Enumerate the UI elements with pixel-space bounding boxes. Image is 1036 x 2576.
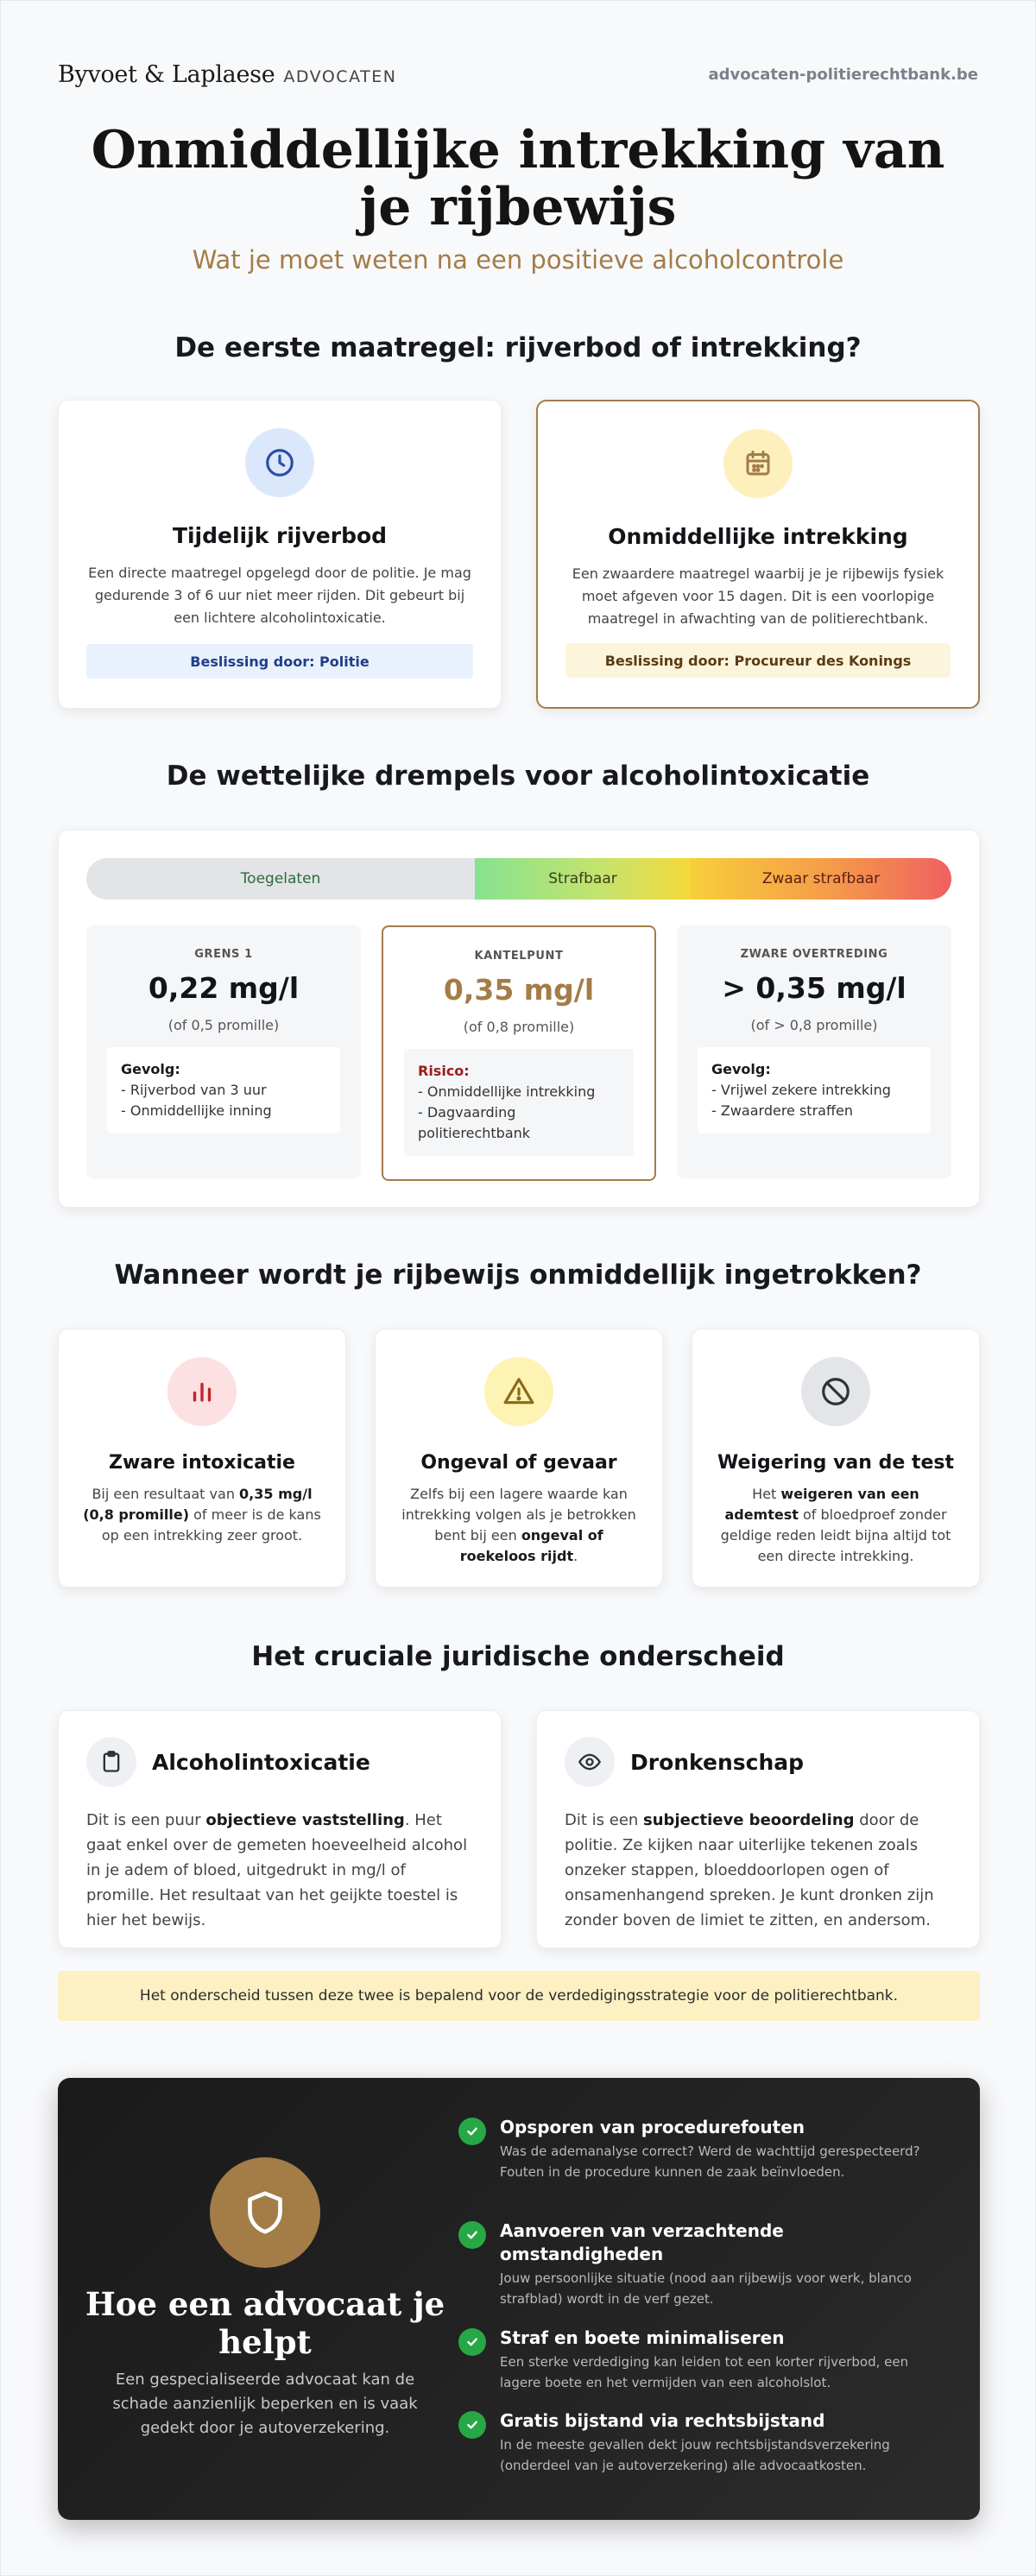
threshold-box-tipping-point: KANTELPUNT 0,35 mg/l (of 0,8 promille) R… — [382, 925, 656, 1181]
threshold-label: ZWARE OVERTREDING — [740, 948, 888, 961]
clock-icon — [245, 428, 314, 497]
threshold-note: Gevolg: - Rijverbod van 3 uur - Onmiddel… — [107, 1047, 340, 1133]
page-subtitle: Wat je moet weten na een positieve alcoh… — [192, 245, 844, 275]
benefit-text: Was de ademanalyse correct? Werd de wach… — [500, 2144, 920, 2180]
benefit-text: Een sterke verdediging kan leiden tot ee… — [500, 2354, 909, 2390]
prohibited-icon — [801, 1357, 870, 1426]
threshold-note-line: - Zwaardere straffen — [711, 1102, 853, 1119]
distinction-card-intoxication: Alcoholintoxicatie Dit is een puur objec… — [58, 1710, 502, 1948]
shield-icon — [210, 2157, 320, 2268]
brand-subtitle: ADVOCATEN — [283, 66, 397, 86]
reason-card-intoxication: Zware intoxicatie Bij een resultaat van … — [58, 1329, 346, 1588]
measure-card-rijverbod: Tijdelijk rijverbod Een directe maatrege… — [58, 400, 502, 709]
threshold-scale-bar: Toegelaten Strafbaar Zwaar strafbaar — [86, 858, 951, 900]
threshold-note-line: - Vrijwel zekere intrekking — [711, 1082, 891, 1098]
check-icon — [458, 2328, 486, 2356]
benefit-item: Straf en boete minimaliseren Een sterke … — [458, 2327, 951, 2393]
benefit-text: In de meeste gevallen dekt jouw rechtsbi… — [500, 2437, 890, 2473]
benefit-title: Opsporen van procedurefouten — [500, 2117, 805, 2137]
section-title-reasons: Wanneer wordt je rijbewijs onmiddellijk … — [114, 1260, 922, 1291]
threshold-note: Gevolg: - Vrijwel zekere intrekking - Zw… — [698, 1047, 931, 1133]
measure-card-title: Tijdelijk rijverbod — [172, 523, 388, 548]
top-bar: Byvoet & Laplaese ADVOCATEN advocaten-po… — [58, 60, 978, 89]
decision-badge: Beslissing door: Procureur des Konings — [565, 643, 951, 678]
reason-card-text: Bij een resultaat van 0,35 mg/l (0,8 pro… — [83, 1486, 321, 1544]
reason-card-refusal: Weigering van de test Het weigeren van e… — [692, 1329, 980, 1588]
reason-card-title: Ongeval of gevaar — [420, 1452, 617, 1474]
lawyer-help-section: Hoe een advocaat je helpt Een gespeciali… — [58, 2078, 980, 2520]
measure-card-text: Een zwaardere maatregel waarbij je je ri… — [572, 565, 944, 627]
benefit-title: Gratis bijstand via rechtsbijstand — [500, 2410, 825, 2431]
scale-segment-punishable: Strafbaar — [475, 858, 691, 900]
distinction-card-title: Dronkenschap — [630, 1749, 805, 1775]
calendar-icon — [723, 429, 793, 498]
thresholds-card: Toegelaten Strafbaar Zwaar strafbaar GRE… — [58, 830, 980, 1208]
brand-name: Byvoet & Laplaese — [58, 60, 275, 88]
threshold-note-title: Gevolg: — [121, 1061, 180, 1077]
distinction-card-text: Dit is een puur objectieve vaststelling.… — [86, 1811, 468, 1929]
threshold-note-line: - Dagvaarding politierechtbank — [418, 1104, 531, 1141]
benefit-item: Gratis bijstand via rechtsbijstand In de… — [458, 2409, 951, 2476]
threshold-note-title: Gevolg: — [711, 1061, 771, 1077]
reason-card-accident: Ongeval of gevaar Zelfs bij een lagere w… — [375, 1329, 663, 1588]
page-title: Onmiddellijke intrekking van je rijbewij… — [91, 120, 945, 237]
benefit-text: Jouw persoonlijke situatie (nood aan rij… — [500, 2270, 912, 2307]
distinction-card-drunkenness: Dronkenschap Dit is een subjectieve beoo… — [536, 1710, 980, 1948]
benefit-title: Aanvoeren van verzachtende omstandighede… — [500, 2220, 784, 2264]
section-title-thresholds: De wettelijke drempels voor alcoholintox… — [166, 761, 870, 792]
reason-card-text: Zelfs bij een lagere waarde kan intrekki… — [401, 1486, 636, 1564]
threshold-label: KANTELPUNT — [474, 950, 564, 963]
threshold-note-line: - Onmiddellijke intrekking — [418, 1083, 596, 1100]
threshold-value: > 0,35 mg/l — [722, 971, 906, 1005]
threshold-box-severe: ZWARE OVERTREDING > 0,35 mg/l (of > 0,8 … — [677, 925, 951, 1178]
warning-icon — [484, 1357, 553, 1426]
threshold-value: 0,22 mg/l — [148, 971, 300, 1005]
brand-logo[interactable]: Byvoet & Laplaese ADVOCATEN — [58, 61, 396, 88]
distinction-notice: Het onderscheid tussen deze twee is bepa… — [58, 1971, 980, 2021]
threshold-promille: (of 0,8 promille) — [463, 1019, 575, 1035]
reason-card-title: Weigering van de test — [717, 1452, 954, 1474]
measure-card-intrekking: Onmiddellijke intrekking Een zwaardere m… — [536, 400, 980, 709]
distinction-card-title: Alcoholintoxicatie — [152, 1749, 370, 1775]
threshold-promille: (of 0,5 promille) — [167, 1017, 280, 1033]
check-icon — [458, 2221, 486, 2249]
benefit-item: Aanvoeren van verzachtende omstandighede… — [458, 2219, 951, 2309]
threshold-label: GRENS 1 — [194, 948, 253, 961]
distinction-card-text: Dit is een subjectieve beoordeling door … — [565, 1811, 934, 1929]
threshold-note-line: - Onmiddellijke inning — [121, 1102, 272, 1119]
section-title-distinction: Het cruciale juridische onderscheid — [251, 1641, 785, 1672]
lawyer-section-text: Een gespecialiseerde advocaat kan de sch… — [112, 2371, 418, 2437]
threshold-promille: (of > 0,8 promille) — [750, 1017, 878, 1033]
bar-chart-icon — [167, 1357, 237, 1426]
measure-card-title: Onmiddellijke intrekking — [608, 524, 908, 549]
benefit-item: Opsporen van procedurefouten Was de adem… — [458, 2116, 951, 2182]
scale-segment-allowed: Toegelaten — [86, 858, 475, 900]
scale-segment-severe: Zwaar strafbaar — [691, 858, 951, 900]
decision-badge: Beslissing door: Politie — [86, 644, 473, 679]
threshold-value: 0,35 mg/l — [443, 973, 595, 1007]
reason-card-title: Zware intoxicatie — [109, 1452, 295, 1474]
section-title-measures: De eerste maatregel: rijverbod of intrek… — [174, 332, 862, 363]
site-link[interactable]: advocaten-politierechtbank.be — [708, 65, 978, 84]
threshold-box-limit1: GRENS 1 0,22 mg/l (of 0,5 promille) Gevo… — [86, 925, 361, 1178]
check-icon — [458, 2118, 486, 2145]
lawyer-section-title: Hoe een advocaat je helpt — [85, 2285, 445, 2361]
threshold-note-line: - Rijverbod van 3 uur — [121, 1082, 267, 1098]
clipboard-icon — [86, 1737, 136, 1787]
eye-icon — [565, 1737, 615, 1787]
threshold-note-title: Risico: — [418, 1063, 470, 1079]
check-icon — [458, 2411, 486, 2439]
measure-card-text: Een directe maatregel opgelegd door de p… — [88, 565, 471, 626]
benefit-title: Straf en boete minimaliseren — [500, 2327, 785, 2348]
reason-card-text: Het weigeren van een ademtest of bloedpr… — [720, 1486, 951, 1564]
threshold-note: Risico: - Onmiddellijke intrekking - Dag… — [404, 1049, 634, 1156]
